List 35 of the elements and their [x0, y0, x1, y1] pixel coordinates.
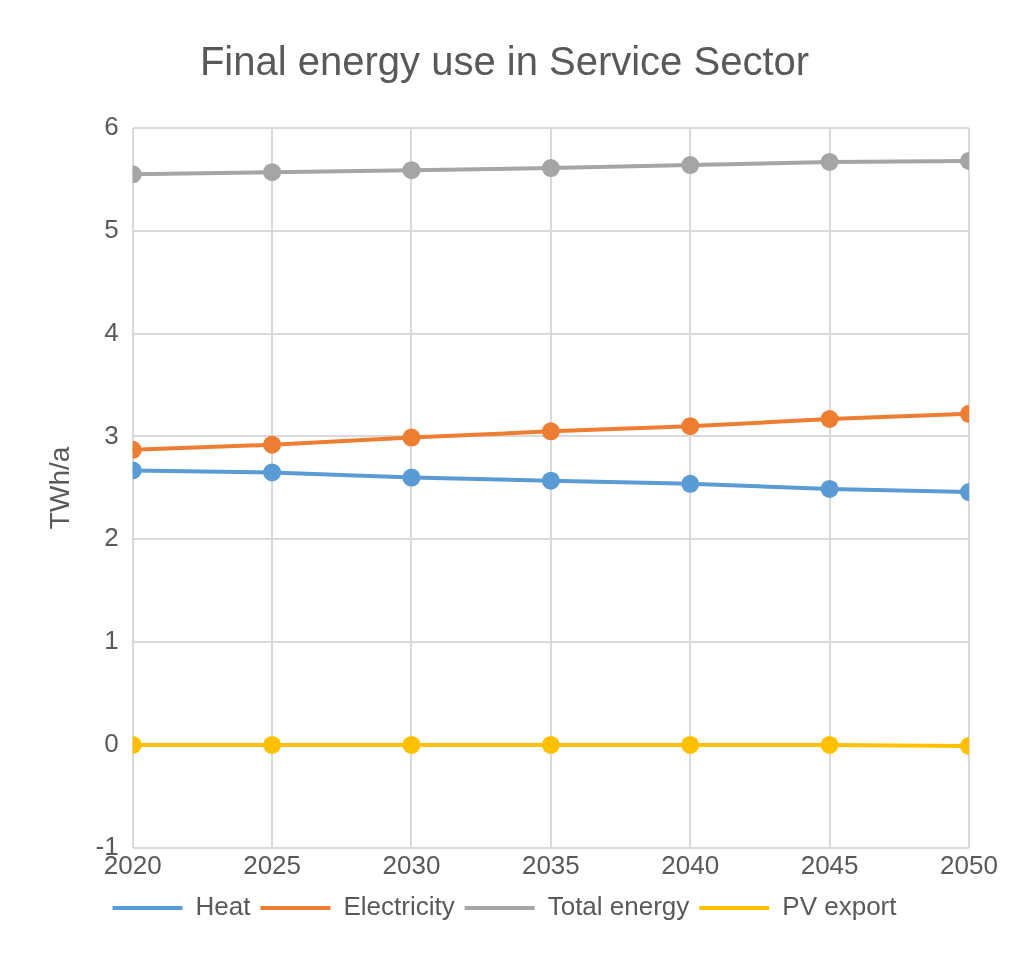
- x-tick-label: 2035: [521, 849, 580, 880]
- x-tick-label: 2050: [940, 849, 998, 880]
- point: [681, 474, 700, 493]
- x-tick-label: 2040: [661, 849, 720, 880]
- legend-label: Heat: [195, 891, 252, 922]
- point: [681, 156, 700, 175]
- legend-label: PV export: [782, 891, 898, 922]
- x-tick-label: 2025: [243, 849, 302, 880]
- legend-label: Total energy: [547, 891, 690, 922]
- y-tick-label: 2: [104, 522, 119, 553]
- point: [263, 735, 282, 754]
- point: [402, 428, 421, 447]
- y-tick-label: 4: [104, 316, 119, 347]
- point: [681, 417, 700, 436]
- y-tick-label: 0: [104, 728, 119, 759]
- point: [263, 163, 282, 182]
- point: [402, 161, 421, 180]
- x-tick-label: 2045: [800, 849, 859, 880]
- point: [402, 468, 421, 487]
- point: [541, 471, 560, 490]
- y-tick-label: 3: [104, 419, 119, 450]
- point: [263, 435, 282, 454]
- y-tick-label: 1: [104, 625, 119, 656]
- legend-label: Electricity: [343, 891, 455, 922]
- y-tick-label: 6: [104, 111, 119, 142]
- y-tick-label: 5: [104, 214, 119, 244]
- x-tick-label: 2030: [382, 849, 441, 880]
- point: [541, 422, 560, 441]
- point: [402, 735, 421, 754]
- point: [263, 463, 282, 482]
- point: [681, 735, 700, 754]
- chart-title: Final energy use in Service Sector: [199, 39, 810, 84]
- point: [541, 735, 560, 754]
- y-axis-title: TWh/a: [43, 446, 75, 530]
- point: [541, 159, 560, 178]
